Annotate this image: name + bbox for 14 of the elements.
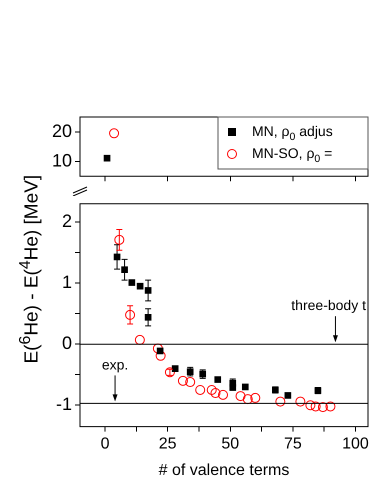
y-tick-label: 20	[52, 120, 72, 141]
annotation: three-body t	[291, 297, 366, 314]
y-tick-label: 2	[62, 211, 72, 232]
x-tick-label: 75	[284, 436, 302, 453]
x-tick-label: 100	[342, 436, 369, 453]
x-tick-label: 0	[100, 436, 110, 453]
x-tick-label: 50	[221, 436, 240, 453]
annotation: exp.	[102, 356, 128, 372]
x-axis-title: # of valence terms	[158, 462, 290, 479]
y-tick-label: 1	[62, 272, 72, 292]
x-tick-label: 25	[158, 436, 177, 453]
y-tick-label: 0	[62, 333, 72, 354]
y-tick-label: 10	[52, 150, 72, 170]
y-tick-label: -1	[56, 394, 72, 414]
